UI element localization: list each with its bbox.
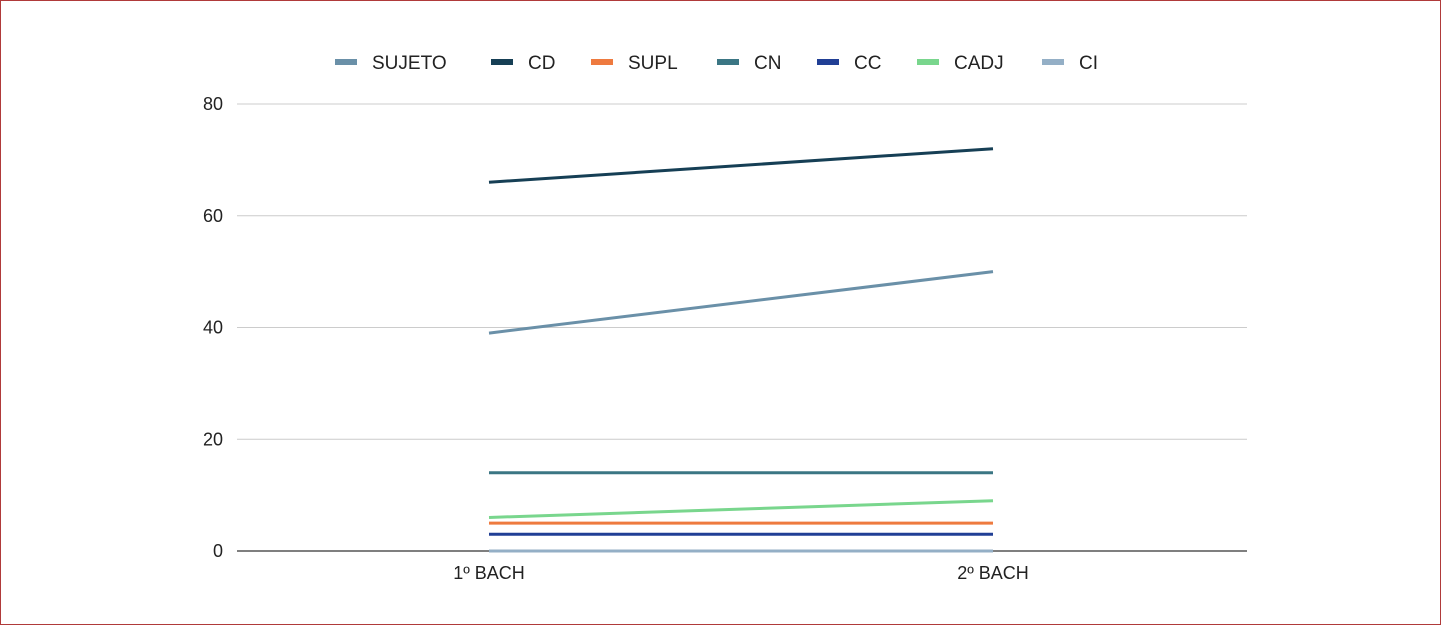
gridlines (237, 103, 1247, 552)
legend-item-cadj: CADJ (917, 53, 1004, 74)
legend-swatch (335, 59, 357, 65)
legend-label: CADJ (954, 53, 1004, 74)
series-lines (488, 147, 994, 553)
legend-label: SUPL (628, 53, 678, 74)
y-tick-label: 80 (203, 94, 223, 114)
legend-item-cd: CD (491, 53, 555, 74)
series-line-cd (488, 147, 994, 184)
x-tick-label: 1º BACH (453, 563, 525, 583)
legend-swatch (1042, 59, 1064, 65)
x-axis-ticks: 1º BACH 2º BACH (453, 563, 1029, 583)
legend-label: CC (854, 53, 881, 74)
y-tick-label: 40 (203, 318, 223, 338)
series-line-sujeto (488, 270, 994, 335)
x-tick-label: 2º BACH (957, 563, 1029, 583)
legend: SUJETO CD SUPL CN CC CADJ CI (335, 53, 1098, 74)
y-tick-label: 20 (203, 429, 223, 449)
legend-label: SUJETO (372, 53, 447, 74)
legend-label: CD (528, 53, 555, 74)
legend-label: CI (1079, 53, 1098, 74)
legend-swatch (717, 59, 739, 65)
series-line-cadj (488, 499, 994, 519)
legend-label: CN (754, 53, 781, 74)
y-tick-label: 0 (213, 541, 223, 561)
legend-item-cn: CN (717, 53, 781, 74)
legend-item-cc: CC (817, 53, 881, 74)
legend-swatch (591, 59, 613, 65)
y-axis-ticks: 0 20 40 60 80 (203, 94, 223, 561)
legend-swatch (491, 59, 513, 65)
legend-item-supl: SUPL (591, 53, 678, 74)
legend-swatch (917, 59, 939, 65)
legend-swatch (817, 59, 839, 65)
legend-item-ci: CI (1042, 53, 1098, 74)
legend-item-sujeto: SUJETO (335, 53, 447, 74)
y-tick-label: 60 (203, 206, 223, 226)
